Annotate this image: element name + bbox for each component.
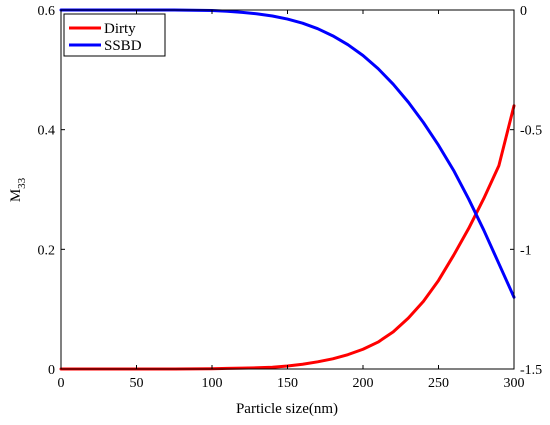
legend-label-dirty: Dirty <box>104 21 136 37</box>
left-y-axis-ticks: 0 0.2 0.4 0.6 <box>38 4 65 378</box>
x-tick-label: 100 <box>202 376 223 391</box>
x-tick-label: 300 <box>504 376 525 391</box>
y-tick-label: 0.4 <box>38 124 56 139</box>
y-axis-label: M33 <box>8 177 28 202</box>
y-axis-label-main: M <box>8 189 24 202</box>
right-y-axis-ticks: 0 -0.5 -1 -1.5 <box>510 4 542 378</box>
x-tick-label: 150 <box>277 376 298 391</box>
y-tick-label: 0.2 <box>38 243 56 258</box>
y-tick-label: 0.6 <box>38 4 56 19</box>
y2-tick-label: -1.5 <box>520 363 542 378</box>
x-tick-label: 200 <box>353 376 374 391</box>
y-tick-label: 0 <box>48 363 55 378</box>
y2-tick-label: 0 <box>520 4 527 19</box>
x-tick-label: 50 <box>130 376 144 391</box>
y-axis-label-subscript: 33 <box>16 177 28 189</box>
x-axis-label: Particle size(nm) <box>236 401 338 417</box>
x-tick-label: 0 <box>58 376 65 391</box>
y2-tick-label: -0.5 <box>520 124 542 139</box>
x-tick-label: 250 <box>428 376 449 391</box>
x-axis-ticks: 0 50 100 150 200 250 300 <box>58 10 525 391</box>
legend-label-ssbd: SSBD <box>104 38 142 54</box>
legend-box <box>63 13 166 57</box>
y2-tick-label: -1 <box>520 243 532 258</box>
legend: Dirty SSBD <box>63 13 166 57</box>
